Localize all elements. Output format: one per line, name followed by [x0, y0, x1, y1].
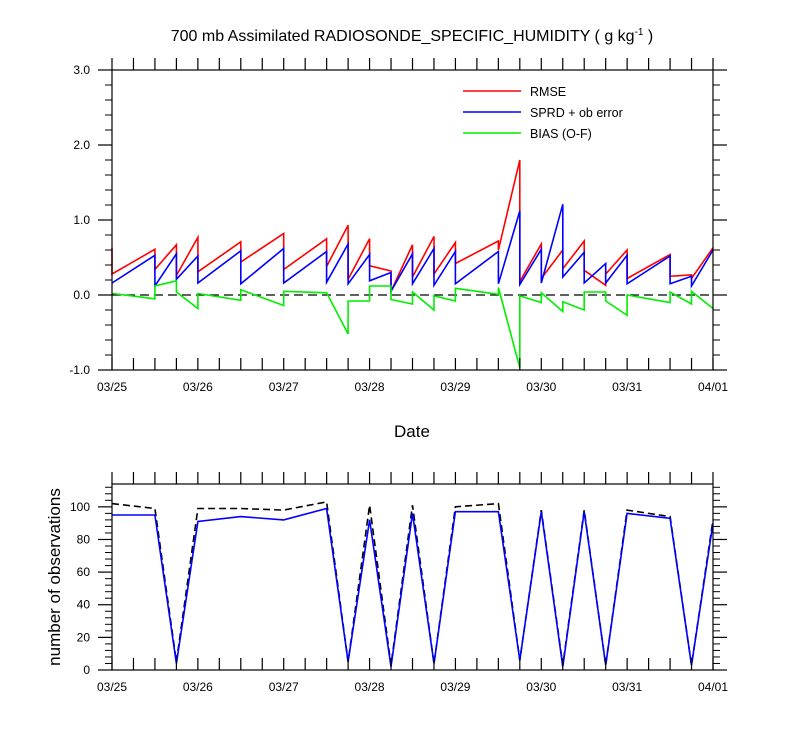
- series-line-assimilated: [112, 507, 714, 667]
- chart-title: 700 mb Assimilated RADIOSONDE_SPECIFIC_H…: [171, 27, 654, 45]
- top-plot-frame: [111, 69, 714, 371]
- bottom-series-group: [111, 500, 714, 667]
- bottom-axis-ticks: 03/25 03/26 03/27 03/28 03/29 03/30 03/31 04/01…: [70, 472, 728, 694]
- x-tick-label: 03/25: [97, 680, 127, 694]
- y-tick-label: 60: [77, 565, 91, 579]
- y-tick-label: 0: [83, 663, 90, 677]
- y-tick-label: 80: [77, 532, 91, 546]
- y-tick-label: 1.0: [73, 213, 90, 227]
- x-tick-label: 03/26: [183, 680, 213, 694]
- series-line-sprd-ob-error: [111, 204, 714, 295]
- x-tick-label: 04/01: [698, 380, 728, 394]
- x-tick-label: 03/30: [526, 680, 556, 694]
- y-tick-label: -1.0: [69, 363, 90, 377]
- chart-title-close: ): [643, 28, 653, 45]
- y-tick-label: 3.0: [73, 63, 90, 77]
- bottom-plot: 03/25 03/26 03/27 03/28 03/29 03/30 03/31 04/01…: [45, 472, 728, 694]
- x-tick-label: 03/28: [355, 380, 385, 394]
- x-tick-label: 04/01: [698, 680, 728, 694]
- x-tick-label: 03/29: [440, 680, 470, 694]
- y-tick-label: 40: [77, 598, 91, 612]
- x-tick-label: 03/29: [440, 380, 470, 394]
- bottom-y-axis-title: number of observations: [45, 488, 64, 666]
- legend-label: SPRD + ob error: [530, 106, 623, 120]
- series-line-bias-o-f: [111, 279, 714, 369]
- legend-label: BIAS (O-F): [530, 127, 592, 141]
- top-x-axis-title: Date: [394, 422, 430, 441]
- y-tick-label: 2.0: [73, 138, 90, 152]
- bottom-plot-frame: [111, 483, 714, 671]
- top-plot: 700 mb Assimilated RADIOSONDE_SPECIFIC_H…: [69, 27, 728, 441]
- series-line-possible: [111, 500, 714, 666]
- legend-label: RMSE: [530, 85, 566, 99]
- chart-title-main: 700 mb Assimilated RADIOSONDE_SPECIFIC_H…: [171, 28, 635, 45]
- y-tick-label: 20: [77, 630, 91, 644]
- legend: RMSE SPRD + ob error BIAS (O-F): [463, 85, 623, 141]
- chart-title-superscript: -1: [635, 27, 644, 38]
- top-axis-ticks: 03/25 03/26 03/27 03/28 03/29 03/30 03/31 04/01…: [69, 58, 728, 394]
- x-tick-label: 03/25: [97, 380, 127, 394]
- x-tick-label: 03/31: [612, 680, 642, 694]
- y-tick-label: 100: [70, 500, 90, 514]
- x-tick-label: 03/26: [183, 380, 213, 394]
- x-tick-label: 03/27: [269, 680, 299, 694]
- x-tick-label: 03/30: [526, 380, 556, 394]
- y-tick-label: 0.0: [73, 288, 90, 302]
- x-tick-label: 03/27: [269, 380, 299, 394]
- top-series-group: [111, 159, 714, 369]
- x-tick-label: 03/28: [355, 680, 385, 694]
- x-tick-label: 03/31: [612, 380, 642, 394]
